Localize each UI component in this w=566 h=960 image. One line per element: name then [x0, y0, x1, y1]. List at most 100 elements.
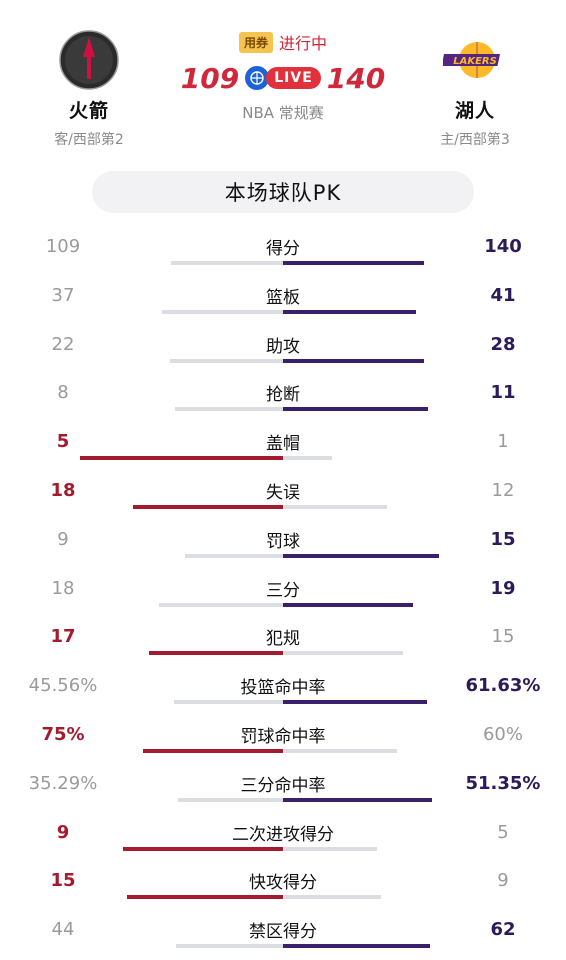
home-stat-bar [162, 309, 283, 314]
rockets-logo-icon [57, 28, 121, 92]
home-stat-value: 75% [41, 723, 85, 745]
stat-label: 三分命中率 [240, 775, 326, 796]
away-stat-bar [283, 602, 413, 607]
stat-row: 17 犯规 15 [0, 612, 566, 661]
stat-row: 44 禁区得分 62 [0, 905, 566, 954]
lakers-logo-icon: LAKERS [443, 28, 507, 92]
home-stat-value: 22 [51, 333, 75, 355]
score-board: 用券 进行中 109 LIVE 140 NBA 常规赛 [150, 30, 416, 123]
stat-row: 109 得分 140 [0, 222, 566, 271]
stat-row: 22 助攻 28 [0, 320, 566, 369]
stat-comparison-bar [80, 261, 486, 265]
home-stat-bar [133, 504, 283, 509]
away-stat-bar [283, 700, 427, 705]
stat-comparison-bar [80, 944, 486, 949]
away-stat-bar [283, 944, 430, 949]
home-stat-value: 44 [51, 919, 75, 941]
home-stat-value: 18 [50, 479, 76, 501]
stat-label: 抢断 [266, 385, 300, 406]
stat-comparison-bar [80, 748, 486, 753]
home-stat-value: 109 [45, 236, 81, 257]
away-stat-bar [283, 456, 332, 461]
away-stat-bar [283, 309, 416, 314]
stat-comparison-bar [80, 358, 486, 363]
home-score: 109 [180, 61, 240, 95]
stat-row: 35.29% 三分命中率 51.35% [0, 759, 566, 808]
stat-label: 投篮命中率 [240, 678, 326, 699]
stat-row: 15 快攻得分 9 [0, 856, 566, 905]
home-stat-value: 17 [50, 626, 76, 648]
stat-row: 8 抢断 11 [0, 368, 566, 417]
home-stat-bar [127, 895, 283, 900]
away-stat-bar [283, 261, 424, 265]
home-stat-bar [178, 797, 283, 802]
stat-label: 罚球 [266, 531, 300, 552]
stat-label: 犯规 [266, 629, 300, 650]
game-status: 进行中 [279, 34, 328, 53]
home-stat-value: 35.29% [28, 772, 98, 794]
home-team-standing: 客/西部第2 [54, 132, 124, 148]
stat-label: 快攻得分 [249, 873, 317, 894]
away-stat-value: 62 [490, 919, 516, 941]
away-stat-value: 140 [484, 236, 522, 257]
stat-row: 75% 罚球命中率 60% [0, 710, 566, 759]
away-stat-bar [283, 797, 432, 802]
stat-row: 18 失误 12 [0, 466, 566, 515]
stat-label: 助攻 [266, 336, 300, 357]
home-stat-bar [80, 456, 283, 461]
away-stat-value: 51.35% [465, 772, 541, 794]
home-stat-bar [176, 944, 283, 949]
away-team[interactable]: LAKERS 湖人 主/西部第3 [410, 28, 540, 149]
home-team-name: 火箭 [68, 100, 109, 122]
away-stat-bar [283, 895, 381, 900]
stat-comparison-bar [80, 846, 486, 851]
home-stat-value: 8 [57, 382, 69, 404]
stat-row: 45.56% 投篮命中率 61.63% [0, 661, 566, 710]
live-badge: LIVE [266, 67, 321, 89]
away-stat-value: 12 [491, 479, 515, 501]
svg-text:LAKERS: LAKERS [453, 56, 497, 67]
away-stat-bar [283, 846, 377, 851]
section-title: 本场球队PK [92, 171, 474, 213]
stat-label: 罚球命中率 [240, 726, 326, 747]
stat-comparison-bar [80, 456, 486, 461]
home-stat-value: 18 [51, 577, 75, 599]
nba-icon [245, 66, 270, 90]
away-stat-value: 5 [497, 821, 509, 843]
away-stat-bar [283, 407, 428, 412]
home-stat-value: 9 [57, 528, 69, 550]
coupon-badge[interactable]: 用券 [238, 31, 273, 53]
stat-label: 篮板 [266, 287, 300, 308]
home-stat-bar [185, 553, 283, 558]
away-stat-value: 19 [490, 577, 516, 599]
stat-row: 9 二次进攻得分 5 [0, 808, 566, 857]
home-stat-value: 45.56% [28, 675, 98, 697]
live-button[interactable]: LIVE [245, 66, 321, 90]
away-stat-value: 15 [491, 626, 515, 648]
stat-comparison-bar [80, 700, 486, 705]
home-stat-value: 5 [56, 431, 70, 453]
home-stat-bar [170, 358, 283, 363]
home-team[interactable]: 火箭 客/西部第2 [24, 28, 154, 149]
stat-row: 18 三分 19 [0, 564, 566, 613]
away-stat-value: 60% [482, 723, 523, 745]
stat-comparison-bar [80, 797, 486, 802]
stat-label: 失误 [266, 482, 300, 503]
home-stat-bar [171, 261, 283, 265]
away-stat-bar [283, 504, 387, 509]
home-stat-bar [174, 700, 283, 705]
home-stat-value: 15 [50, 870, 76, 892]
home-stat-bar [149, 651, 283, 656]
stat-comparison-bar [80, 309, 486, 314]
away-stat-bar [283, 748, 397, 753]
stat-label: 禁区得分 [249, 922, 317, 943]
stat-comparison-bar [80, 553, 486, 558]
away-stat-value: 15 [490, 528, 516, 550]
home-stat-bar [123, 846, 283, 851]
stat-comparison-bar [80, 602, 486, 607]
home-stat-value: 37 [51, 284, 75, 306]
team-stats-list: 109 得分 140 37 篮板 41 22 助攻 28 8 抢断 11 5 盖帽 1 18 失误 12 9 罚球 15… [0, 222, 566, 954]
home-stat-bar [159, 602, 283, 607]
away-stat-value: 41 [490, 284, 516, 306]
home-stat-value: 9 [56, 821, 70, 843]
